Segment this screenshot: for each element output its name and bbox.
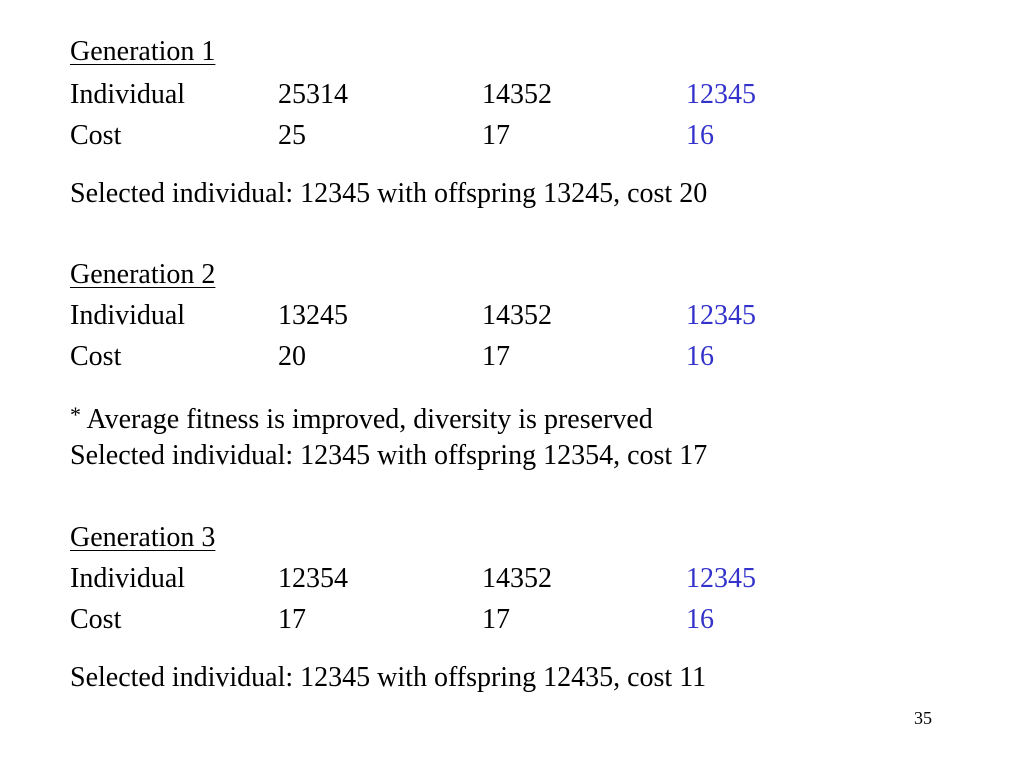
generation-3-cost-row: Cost 17 17 16 — [70, 603, 830, 637]
cost-value: 25 — [278, 120, 306, 151]
cost-value-highlighted: 16 — [686, 604, 714, 635]
generation-3-heading: Generation 3 — [70, 522, 216, 553]
individual-label: Individual — [70, 563, 186, 594]
generation-3-selected-text: Selected individual: 12345 with offsprin… — [70, 662, 707, 693]
generation-1-heading: Generation 1 — [70, 36, 216, 67]
generation-2-heading: Generation 2 — [70, 259, 216, 290]
generation-2-note: * Average fitness is improved, diversity… — [70, 398, 653, 437]
individual-value: 25314 — [278, 79, 348, 110]
generation-1-individual-row: Individual 25314 14352 12345 — [70, 78, 830, 112]
cost-value: 17 — [278, 604, 306, 635]
cost-value: 20 — [278, 341, 306, 372]
cost-value: 17 — [482, 604, 510, 635]
individual-value: 14352 — [482, 563, 552, 594]
individual-value-highlighted: 12345 — [686, 563, 756, 594]
generation-3-individual-row: Individual 12354 14352 12345 — [70, 562, 830, 596]
individual-value-highlighted: 12345 — [686, 79, 756, 110]
individual-value: 14352 — [482, 300, 552, 331]
cost-label: Cost — [70, 604, 122, 635]
generation-1-selected-text: Selected individual: 12345 with offsprin… — [70, 178, 708, 209]
generation-2-cost-row: Cost 20 17 16 — [70, 340, 830, 374]
individual-value-highlighted: 12345 — [686, 300, 756, 331]
page-number: 35 — [914, 708, 932, 728]
generation-2-individual-row: Individual 13245 14352 12345 — [70, 299, 830, 333]
asterisk-marker: * — [70, 402, 81, 427]
cost-value: 17 — [482, 341, 510, 372]
cost-value: 17 — [482, 120, 510, 151]
individual-value: 13245 — [278, 300, 348, 331]
cost-value-highlighted: 16 — [686, 120, 714, 151]
note-text: Average fitness is improved, diversity i… — [81, 404, 653, 435]
cost-label: Cost — [70, 341, 122, 372]
individual-label: Individual — [70, 300, 186, 331]
generation-1-cost-row: Cost 25 17 16 — [70, 119, 830, 153]
cost-value-highlighted: 16 — [686, 341, 714, 372]
cost-label: Cost — [70, 120, 122, 151]
individual-label: Individual — [70, 79, 186, 110]
generation-2-selected-text: Selected individual: 12345 with offsprin… — [70, 440, 708, 471]
individual-value: 14352 — [482, 79, 552, 110]
individual-value: 12354 — [278, 563, 348, 594]
